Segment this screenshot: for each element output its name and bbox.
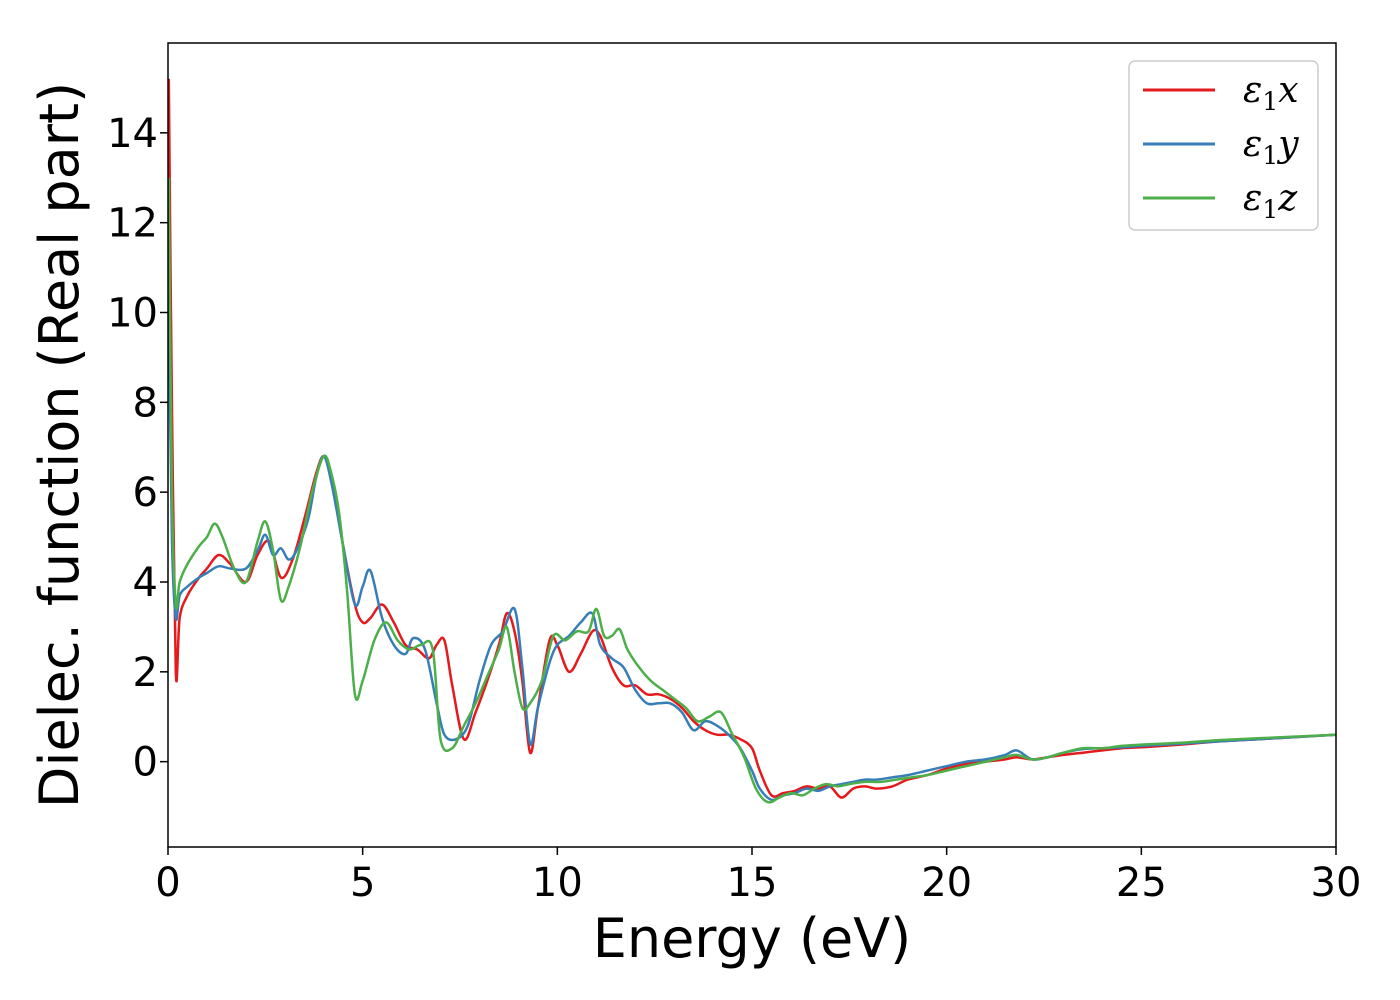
series-layer	[167, 78, 1337, 804]
legend-label-z: ε1z	[1243, 178, 1298, 224]
x-tick-label: 30	[1311, 860, 1362, 906]
x-axis-title: Energy (eV)	[593, 907, 912, 970]
legend-label-x: ε1x	[1243, 70, 1299, 116]
y-tick-label: 10	[107, 290, 158, 336]
legend: ε1x ε1y ε1z	[1128, 60, 1319, 231]
x-tick-label: 15	[727, 860, 778, 906]
x-axis: 0 5 10 15 20 25 30	[155, 847, 1361, 906]
y-tick-label: 12	[107, 201, 158, 247]
y-tick-label: 6	[133, 470, 158, 516]
x-tick-label: 5	[350, 860, 375, 906]
y-axis: 0 2 4 6 8 10 12 14	[107, 111, 168, 786]
x-tick-label: 10	[532, 860, 583, 906]
y-tick-label: 2	[133, 650, 158, 696]
series-line-z	[167, 177, 1337, 804]
y-tick-label: 14	[107, 111, 158, 157]
x-tick-label: 20	[921, 860, 972, 906]
series-line-x	[167, 78, 1337, 799]
y-tick-label: 8	[133, 380, 158, 426]
y-tick-label: 0	[133, 740, 158, 786]
legend-box	[1128, 60, 1319, 231]
series-line-y	[167, 289, 1337, 802]
x-tick-label: 0	[155, 860, 180, 906]
y-axis-title: Dielec. function (Real part)	[28, 82, 91, 808]
x-tick-label: 25	[1116, 860, 1167, 906]
legend-label-y: ε1y	[1243, 124, 1299, 170]
y-tick-label: 4	[133, 560, 158, 606]
